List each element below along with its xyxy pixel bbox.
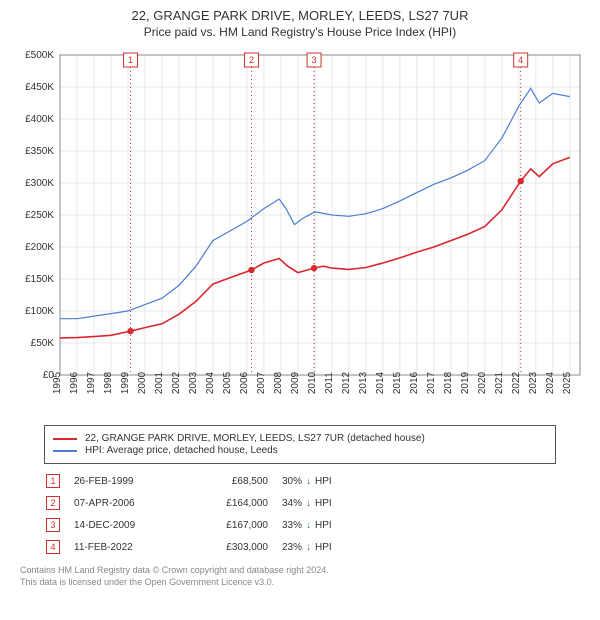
svg-text:2014: 2014 bbox=[375, 371, 386, 394]
sale-price: £303,000 bbox=[188, 542, 268, 553]
footer-line2: This data is licensed under the Open Gov… bbox=[20, 576, 580, 588]
sale-diff: 23% ↓ HPI bbox=[282, 542, 554, 553]
sale-row: 1 26-FEB-1999 £68,500 30% ↓ HPI bbox=[44, 470, 556, 492]
chart-area: £0£50K£100K£150K£200K£250K£300K£350K£400… bbox=[10, 45, 590, 415]
svg-text:1996: 1996 bbox=[69, 371, 80, 394]
sales-table: 1 26-FEB-1999 £68,500 30% ↓ HPI 2 07-APR… bbox=[44, 470, 556, 558]
svg-text:2024: 2024 bbox=[545, 371, 556, 394]
svg-text:£300K: £300K bbox=[25, 178, 54, 189]
legend-row-property: 22, GRANGE PARK DRIVE, MORLEY, LEEDS, LS… bbox=[53, 433, 547, 444]
svg-text:2003: 2003 bbox=[188, 371, 199, 394]
svg-text:2019: 2019 bbox=[460, 371, 471, 394]
arrow-down-icon: ↓ bbox=[306, 520, 311, 531]
sale-price: £68,500 bbox=[188, 476, 268, 487]
svg-text:2022: 2022 bbox=[511, 371, 522, 394]
legend-swatch-property bbox=[53, 438, 77, 440]
legend-row-hpi: HPI: Average price, detached house, Leed… bbox=[53, 445, 547, 456]
sale-date: 14-DEC-2009 bbox=[74, 520, 174, 531]
svg-text:2012: 2012 bbox=[341, 371, 352, 394]
svg-text:1995: 1995 bbox=[52, 371, 63, 394]
sale-date: 11-FEB-2022 bbox=[74, 542, 174, 553]
y-axis-ticks: £0£50K£100K£150K£200K£250K£300K£350K£400… bbox=[25, 50, 54, 381]
svg-text:2002: 2002 bbox=[171, 371, 182, 394]
footer-attribution: Contains HM Land Registry data © Crown c… bbox=[20, 564, 580, 588]
diff-pct: 33% bbox=[282, 520, 302, 531]
sale-diff: 30% ↓ HPI bbox=[282, 476, 554, 487]
legend-label-hpi: HPI: Average price, detached house, Leed… bbox=[85, 445, 278, 456]
svg-text:2015: 2015 bbox=[392, 371, 403, 394]
svg-text:2007: 2007 bbox=[256, 371, 267, 394]
svg-text:£50K: £50K bbox=[31, 338, 55, 349]
diff-pct: 30% bbox=[282, 476, 302, 487]
svg-text:2: 2 bbox=[249, 55, 254, 65]
svg-text:2023: 2023 bbox=[528, 371, 539, 394]
svg-text:2009: 2009 bbox=[290, 371, 301, 394]
sale-date: 26-FEB-1999 bbox=[74, 476, 174, 487]
svg-text:£400K: £400K bbox=[25, 114, 54, 125]
diff-vs: HPI bbox=[315, 476, 332, 487]
diff-pct: 23% bbox=[282, 542, 302, 553]
sale-marker-icon: 2 bbox=[46, 496, 60, 510]
x-axis-ticks: 1995 1996 1997 1998 1999 2000 2001 2002 2003 2004… bbox=[52, 371, 573, 394]
svg-text:3: 3 bbox=[312, 55, 317, 65]
chart-title-block: 22, GRANGE PARK DRIVE, MORLEY, LEEDS, LS… bbox=[0, 0, 600, 45]
svg-text:2000: 2000 bbox=[137, 371, 148, 394]
svg-text:£250K: £250K bbox=[25, 210, 54, 221]
svg-text:2018: 2018 bbox=[443, 371, 454, 394]
footer-line1: Contains HM Land Registry data © Crown c… bbox=[20, 564, 580, 576]
sale-diff: 34% ↓ HPI bbox=[282, 498, 554, 509]
svg-text:1997: 1997 bbox=[86, 371, 97, 394]
svg-text:1: 1 bbox=[128, 55, 133, 65]
svg-text:1999: 1999 bbox=[120, 371, 131, 394]
svg-text:£350K: £350K bbox=[25, 146, 54, 157]
svg-text:£200K: £200K bbox=[25, 242, 54, 253]
svg-text:2017: 2017 bbox=[426, 371, 437, 394]
svg-text:£500K: £500K bbox=[25, 50, 54, 61]
svg-text:£100K: £100K bbox=[25, 306, 54, 317]
svg-text:2025: 2025 bbox=[562, 371, 573, 394]
arrow-down-icon: ↓ bbox=[306, 476, 311, 487]
title-subtitle: Price paid vs. HM Land Registry's House … bbox=[10, 25, 590, 39]
sale-row: 3 14-DEC-2009 £167,000 33% ↓ HPI bbox=[44, 514, 556, 536]
legend-swatch-hpi bbox=[53, 450, 77, 452]
svg-text:2011: 2011 bbox=[324, 372, 335, 394]
sale-marker-icon: 3 bbox=[46, 518, 60, 532]
sale-marker-icon: 1 bbox=[46, 474, 60, 488]
svg-text:1998: 1998 bbox=[103, 371, 114, 394]
svg-text:2005: 2005 bbox=[222, 371, 233, 394]
diff-vs: HPI bbox=[315, 520, 332, 531]
diff-pct: 34% bbox=[282, 498, 302, 509]
gridlines bbox=[60, 55, 580, 375]
svg-text:£450K: £450K bbox=[25, 82, 54, 93]
arrow-down-icon: ↓ bbox=[306, 542, 311, 553]
sale-date: 07-APR-2006 bbox=[74, 498, 174, 509]
diff-vs: HPI bbox=[315, 542, 332, 553]
sale-marker-icon: 4 bbox=[46, 540, 60, 554]
svg-text:2001: 2001 bbox=[154, 371, 165, 394]
sale-price: £167,000 bbox=[188, 520, 268, 531]
svg-text:2021: 2021 bbox=[494, 371, 505, 394]
legend-label-property: 22, GRANGE PARK DRIVE, MORLEY, LEEDS, LS… bbox=[85, 433, 425, 444]
svg-text:£150K: £150K bbox=[25, 274, 54, 285]
legend-box: 22, GRANGE PARK DRIVE, MORLEY, LEEDS, LS… bbox=[44, 425, 556, 464]
arrow-down-icon: ↓ bbox=[306, 498, 311, 509]
title-address: 22, GRANGE PARK DRIVE, MORLEY, LEEDS, LS… bbox=[10, 8, 590, 23]
svg-text:2004: 2004 bbox=[205, 371, 216, 394]
sale-price: £164,000 bbox=[188, 498, 268, 509]
svg-text:2006: 2006 bbox=[239, 371, 250, 394]
svg-text:4: 4 bbox=[518, 55, 523, 65]
sale-diff: 33% ↓ HPI bbox=[282, 520, 554, 531]
chart-svg: £0£50K£100K£150K£200K£250K£300K£350K£400… bbox=[10, 45, 590, 415]
diff-vs: HPI bbox=[315, 498, 332, 509]
svg-text:2020: 2020 bbox=[477, 371, 488, 394]
svg-text:2008: 2008 bbox=[273, 371, 284, 394]
sale-row: 4 11-FEB-2022 £303,000 23% ↓ HPI bbox=[44, 536, 556, 558]
svg-text:2010: 2010 bbox=[307, 371, 318, 394]
sale-row: 2 07-APR-2006 £164,000 34% ↓ HPI bbox=[44, 492, 556, 514]
svg-text:2013: 2013 bbox=[358, 371, 369, 394]
svg-text:2016: 2016 bbox=[409, 371, 420, 394]
